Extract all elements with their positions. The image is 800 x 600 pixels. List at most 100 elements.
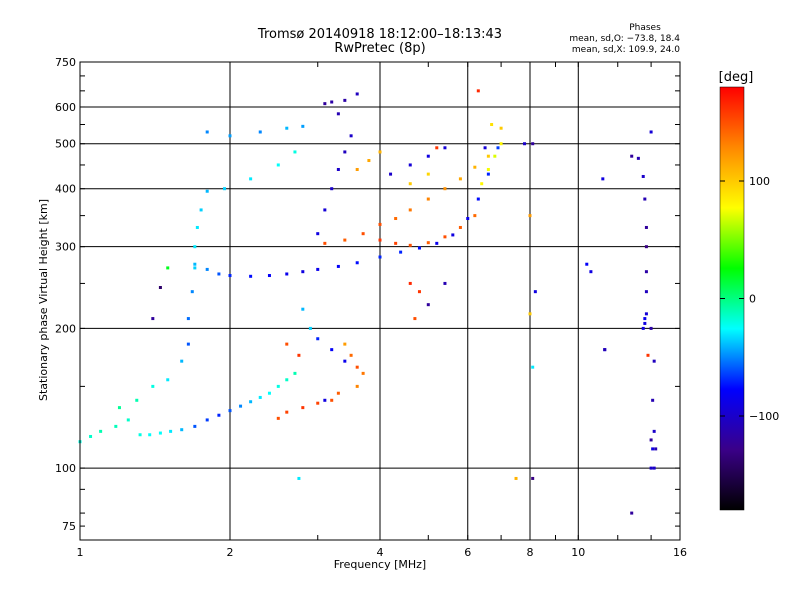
- data-point: [355, 92, 359, 96]
- data-point: [408, 243, 412, 247]
- data-point: [323, 208, 327, 212]
- data-point: [603, 348, 607, 352]
- colorbar-tick-label: 0: [749, 293, 756, 306]
- data-point: [343, 98, 347, 102]
- data-point: [652, 359, 656, 363]
- data-point: [258, 395, 262, 399]
- data-point: [151, 384, 155, 388]
- x-tick-label: 10: [571, 546, 585, 559]
- data-point: [186, 317, 190, 321]
- data-point: [217, 272, 221, 276]
- data-point: [297, 353, 301, 357]
- data-point: [394, 241, 398, 245]
- data-point: [166, 378, 170, 382]
- phase-info-line-x: mean, sd,X: 109.9, 24.0: [572, 45, 680, 55]
- data-point: [531, 365, 535, 369]
- data-point: [641, 326, 645, 330]
- data-point: [151, 317, 155, 321]
- data-point: [228, 274, 232, 278]
- x-tick-label: 8: [527, 546, 534, 559]
- data-point: [413, 317, 417, 321]
- data-point: [293, 371, 297, 375]
- data-point: [443, 235, 447, 239]
- data-point: [493, 154, 497, 158]
- data-point: [367, 159, 371, 163]
- data-point: [336, 167, 340, 171]
- data-point: [646, 353, 650, 357]
- data-point: [301, 307, 305, 311]
- data-point: [228, 409, 232, 413]
- data-point: [486, 167, 490, 171]
- x-tick-label: 1: [77, 546, 84, 559]
- data-point: [528, 312, 532, 316]
- data-point: [458, 225, 462, 229]
- data-point: [473, 214, 477, 218]
- y-tick-label: 400: [55, 183, 76, 196]
- data-point: [649, 130, 653, 134]
- data-point: [205, 418, 209, 422]
- data-point: [499, 142, 503, 146]
- data-point: [126, 418, 130, 422]
- data-point: [499, 126, 503, 130]
- data-point: [267, 274, 271, 278]
- data-point: [644, 225, 648, 229]
- y-tick-label: 750: [55, 56, 76, 69]
- data-point: [643, 321, 647, 325]
- data-point: [394, 217, 398, 221]
- data-point: [297, 476, 301, 480]
- y-tick-label: 75: [62, 520, 76, 533]
- data-point: [643, 197, 647, 201]
- data-point: [355, 261, 359, 265]
- data-point: [649, 438, 653, 442]
- data-point: [654, 447, 658, 451]
- data-point: [649, 466, 653, 470]
- data-point: [651, 447, 655, 451]
- data-point: [169, 429, 173, 433]
- data-point: [496, 146, 500, 150]
- data-point: [361, 232, 365, 236]
- data-point: [301, 124, 305, 128]
- data-point: [249, 274, 253, 278]
- data-point: [480, 182, 484, 186]
- data-point: [316, 337, 320, 341]
- data-point: [378, 255, 382, 259]
- data-point: [285, 378, 289, 382]
- data-point: [158, 431, 162, 435]
- x-tick-label: 4: [377, 546, 384, 559]
- data-point: [355, 167, 359, 171]
- y-tick-label: 300: [55, 241, 76, 254]
- data-point: [180, 428, 184, 432]
- data-point: [239, 404, 243, 408]
- data-point: [636, 156, 640, 160]
- x-tick-label: 2: [227, 546, 234, 559]
- data-point: [316, 401, 320, 405]
- y-tick-label: 500: [55, 138, 76, 151]
- data-point: [285, 410, 289, 414]
- data-point: [158, 286, 162, 290]
- data-point: [458, 177, 462, 181]
- data-point: [399, 250, 403, 254]
- data-point: [531, 142, 535, 146]
- data-point: [349, 353, 353, 357]
- data-point: [649, 326, 653, 330]
- x-axis-ticks: 1 2 4 6 8 10 16: [77, 62, 687, 559]
- data-point: [258, 130, 262, 134]
- data-point: [355, 384, 359, 388]
- data-point: [378, 238, 382, 242]
- data-point: [644, 290, 648, 294]
- data-point: [589, 270, 593, 274]
- y-axis-ticks: 75 100 200 300 400 500 600 750: [55, 56, 680, 533]
- data-point: [138, 433, 142, 437]
- data-point: [486, 154, 490, 158]
- data-point: [199, 208, 203, 212]
- phase-info-title: Phases: [629, 23, 661, 33]
- data-point: [285, 272, 289, 276]
- data-point: [205, 189, 209, 193]
- data-point: [435, 146, 439, 150]
- y-tick-label: 600: [55, 101, 76, 114]
- data-point: [644, 270, 648, 274]
- data-point: [249, 400, 253, 404]
- data-point: [490, 123, 494, 127]
- data-point: [285, 342, 289, 346]
- data-point: [190, 290, 194, 294]
